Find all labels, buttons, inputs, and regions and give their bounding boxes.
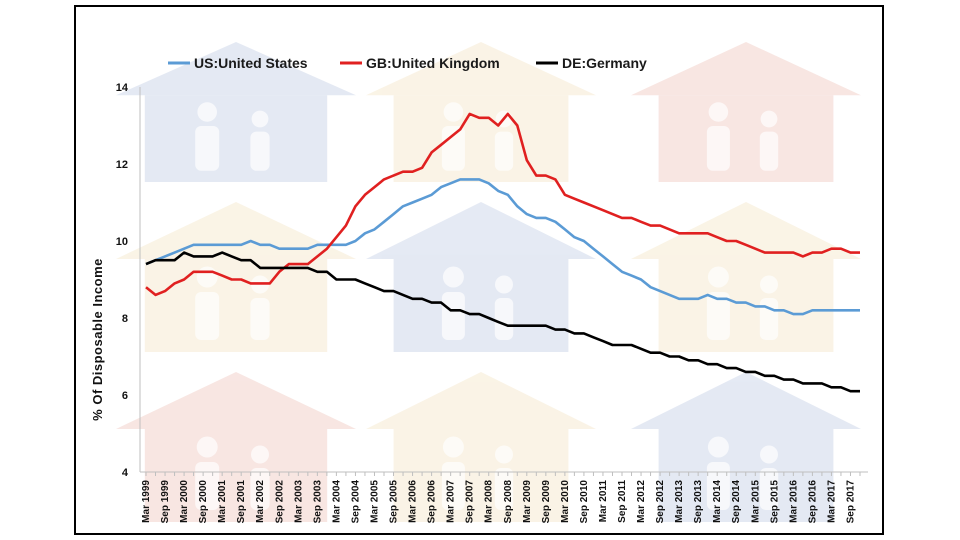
y-tick-label: 10: [116, 236, 128, 248]
watermark-person-icon: [706, 102, 779, 171]
x-tick-label: Mar 2001: [217, 480, 228, 523]
x-tick-label: Sep 2014: [731, 480, 742, 524]
x-tick-label: Mar 2017: [826, 480, 837, 523]
legend-item: GB:United Kingdom: [340, 55, 500, 71]
series-lines: [145, 112, 860, 393]
legend-label: GB:United Kingdom: [366, 55, 500, 71]
watermark-house-icon: [631, 202, 861, 352]
x-tick-label: Sep 2008: [503, 480, 514, 524]
chart-frame: US:United States GB:United Kingdom DE:Germ…: [74, 5, 884, 535]
x-tick-label: Sep 2004: [350, 480, 361, 524]
x-tick-label: Mar 2007: [446, 480, 457, 523]
x-tick-label: Sep 2003: [312, 480, 323, 524]
x-tick-label: Sep 2005: [389, 480, 400, 524]
x-tick-label: Mar 2006: [408, 480, 419, 523]
x-tick-label: Sep 2015: [769, 480, 780, 524]
x-tick-label: Mar 1999: [141, 480, 152, 523]
watermark-house-icon: [631, 42, 861, 182]
y-tick-label: 6: [122, 390, 128, 402]
y-tick-label: 4: [122, 467, 129, 479]
legend-label: DE:Germany: [562, 55, 647, 71]
watermark-house-icon: [366, 202, 596, 352]
x-tick-label: Sep 2009: [541, 480, 552, 524]
x-tick-label: Sep 2002: [274, 480, 285, 524]
background-watermark: [116, 42, 861, 522]
series-line: [145, 178, 860, 316]
x-tick-label: Sep 2007: [465, 480, 476, 524]
watermark-person-icon: [441, 436, 514, 510]
y-axis-label: % Of Disposable Income: [90, 258, 105, 421]
watermark-person-icon: [195, 436, 270, 510]
watermark-person-icon: [441, 266, 514, 340]
watermark-person-icon: [706, 266, 779, 340]
watermark-house-icon: [366, 372, 596, 522]
x-tick-label: Mar 2008: [484, 480, 495, 523]
y-tick-label: 14: [116, 82, 129, 94]
x-tick-label: Sep 2000: [198, 480, 209, 524]
x-tick-label: Mar 2010: [560, 480, 571, 523]
x-tick-label: Mar 2016: [788, 480, 799, 523]
x-tick-label: Sep 2013: [693, 480, 704, 524]
watermark-house-icon: [116, 42, 356, 182]
x-tick-label: Mar 2011: [598, 480, 609, 523]
legend: US:United States GB:United Kingdom DE:Germ…: [168, 55, 647, 71]
y-tick-label: 8: [122, 313, 128, 325]
x-tick-label: Sep 2016: [807, 480, 818, 524]
x-tick-label: Sep 2012: [655, 480, 666, 524]
x-tick-label: Mar 2013: [674, 480, 685, 523]
y-tick-label: 12: [116, 159, 128, 171]
x-tick-label: Mar 2014: [712, 480, 723, 523]
watermark-house-icon: [116, 202, 356, 352]
x-tick-label: Mar 2009: [522, 480, 533, 523]
x-tick-label: Mar 2015: [750, 480, 761, 523]
x-tick-label: Sep 2011: [617, 480, 628, 523]
x-tick-label: Sep 1999: [160, 480, 171, 524]
x-tick-label: Mar 2000: [179, 480, 190, 523]
watermark-person-icon: [706, 436, 779, 510]
legend-item: US:United States: [168, 55, 308, 71]
legend-label: US:United States: [194, 55, 308, 71]
x-tick-label: Sep 2006: [427, 480, 438, 524]
x-tick-label: Mar 2004: [331, 480, 342, 523]
x-tick-label: Mar 2005: [369, 480, 380, 523]
legend-item: DE:Germany: [536, 55, 647, 71]
series-line: [145, 251, 860, 393]
x-tick-label: Mar 2002: [255, 480, 266, 523]
x-tick-label: Mar 2012: [636, 480, 647, 523]
x-tick-label: Sep 2010: [579, 480, 590, 524]
line-chart: US:United States GB:United Kingdom DE:Germ…: [90, 42, 868, 523]
x-tick-label: Mar 2003: [293, 480, 304, 523]
watermark-house-icon: [116, 372, 356, 522]
watermark-person-icon: [195, 102, 270, 171]
series-line: [145, 112, 860, 297]
x-tick-label: Sep 2017: [845, 480, 856, 524]
x-tick-label: Sep 2001: [236, 480, 247, 524]
axes: 4 6 8 10 12 14 % Of Disposable Income Mar 1999 S…: [90, 82, 868, 523]
